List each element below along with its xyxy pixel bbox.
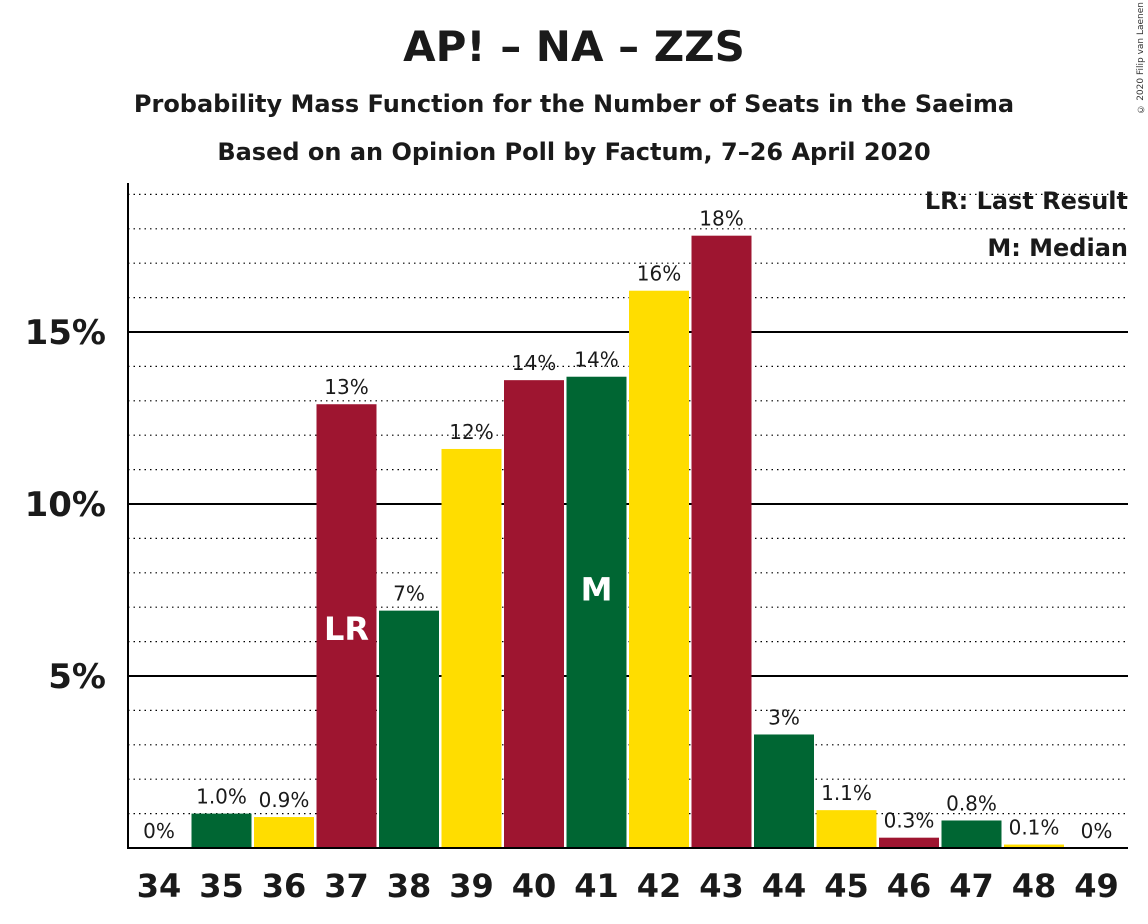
x-tick-39: 39 — [449, 867, 494, 905]
data-label-42: 16% — [637, 262, 681, 286]
marker-lr: LR — [324, 610, 369, 648]
bar-41 — [566, 376, 627, 848]
grid-lines — [128, 193, 1128, 815]
bar-40 — [504, 380, 564, 848]
data-labels: 0% 34 1.0% 35 0.9% 36 13% 37 LR 7% 38 12% 39 14% 40 14%… — [137, 207, 1119, 905]
data-label-47: 0.8% — [946, 791, 997, 815]
data-label-39: 12% — [449, 420, 493, 444]
data-label-46: 0.3% — [884, 809, 935, 833]
x-tick-43: 43 — [699, 867, 744, 905]
data-label-37: 13% — [324, 375, 368, 399]
x-tick-38: 38 — [387, 867, 432, 905]
data-label-41: 14% — [574, 348, 618, 372]
axes: 5% 10% 15% — [25, 183, 1128, 849]
bar-35 — [191, 813, 252, 848]
data-label-49: 0% — [1081, 819, 1113, 843]
chart-subtitle: Probability Mass Function for the Number… — [133, 90, 1015, 118]
data-label-48: 0.1% — [1009, 816, 1060, 840]
bar-36 — [254, 817, 314, 848]
bar-37 — [316, 404, 377, 848]
x-tick-45: 45 — [824, 867, 869, 905]
x-tick-35: 35 — [199, 867, 244, 905]
data-label-40: 14% — [512, 351, 556, 375]
bar-39 — [441, 448, 502, 848]
bar-45 — [816, 810, 877, 848]
bar-48 — [1004, 844, 1064, 848]
x-tick-48: 48 — [1012, 867, 1057, 905]
bar-47 — [941, 820, 1002, 848]
bars — [191, 235, 1064, 849]
data-label-43: 18% — [699, 207, 743, 231]
bar-43 — [691, 235, 752, 848]
x-tick-34: 34 — [137, 867, 182, 905]
data-label-38: 7% — [393, 582, 425, 606]
marker-m: M — [581, 571, 613, 609]
x-tick-40: 40 — [512, 867, 557, 905]
data-label-34: 0% — [143, 819, 175, 843]
data-label-45: 1.1% — [821, 781, 872, 805]
x-tick-49: 49 — [1074, 867, 1119, 905]
chart-title: AP! – NA – ZZS — [403, 22, 745, 71]
x-tick-41: 41 — [574, 867, 619, 905]
data-label-44: 3% — [768, 705, 800, 729]
x-tick-46: 46 — [887, 867, 932, 905]
x-tick-47: 47 — [949, 867, 994, 905]
chart-subtitle-poll: Based on an Opinion Poll by Factum, 7–26… — [217, 138, 931, 166]
x-tick-42: 42 — [637, 867, 682, 905]
y-tick-label: 10% — [25, 485, 106, 525]
bar-38 — [379, 610, 439, 848]
data-label-36: 0.9% — [259, 788, 310, 812]
x-tick-36: 36 — [262, 867, 307, 905]
bar-46 — [879, 837, 939, 848]
legend-median: M: Median — [987, 234, 1128, 262]
legend-last-result: LR: Last Result — [925, 187, 1128, 215]
y-tick-label: 5% — [48, 657, 106, 697]
x-tick-37: 37 — [324, 867, 369, 905]
y-tick-label: 15% — [25, 313, 106, 353]
data-label-35: 1.0% — [196, 785, 247, 809]
bar-44 — [754, 734, 814, 848]
x-tick-44: 44 — [762, 867, 807, 905]
bar-42 — [629, 290, 689, 849]
